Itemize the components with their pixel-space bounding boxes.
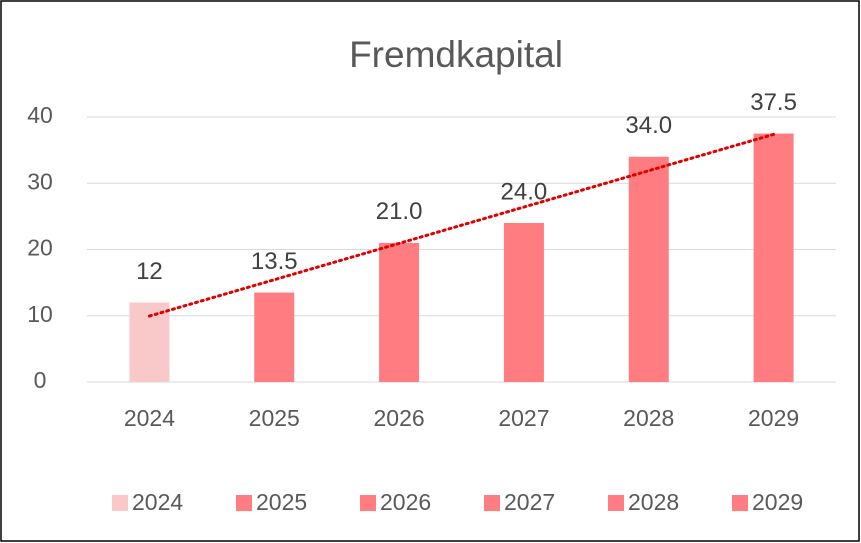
- bar: [254, 292, 295, 382]
- bar: [753, 133, 794, 382]
- value-label: 21.0: [376, 198, 423, 225]
- value-label: 13.5: [251, 248, 298, 275]
- legend-label: 2025: [256, 489, 307, 515]
- y-tick-label: 0: [34, 367, 47, 393]
- value-label: 12: [136, 258, 163, 285]
- legend-label: 2028: [628, 489, 679, 515]
- legend-swatch: [484, 495, 500, 511]
- chart-title: Fremdkapital: [349, 34, 563, 75]
- legend-label: 2029: [752, 489, 803, 515]
- y-tick-label: 40: [27, 102, 53, 128]
- x-tick-label: 2024: [124, 405, 175, 431]
- x-tick-label: 2028: [623, 405, 674, 431]
- legend-label: 2024: [132, 489, 183, 515]
- bar: [503, 223, 544, 382]
- bar: [129, 302, 170, 382]
- legend-swatch: [732, 495, 748, 511]
- legend-swatch: [608, 495, 624, 511]
- x-tick-label: 2029: [748, 405, 799, 431]
- value-label: 24.0: [501, 178, 548, 205]
- x-tick-label: 2025: [249, 405, 300, 431]
- x-tick-label: 2026: [373, 405, 424, 431]
- trendline: [147, 132, 776, 318]
- x-tick-label: 2027: [498, 405, 549, 431]
- legend-swatch: [112, 495, 128, 511]
- value-label: 37.5: [750, 89, 797, 116]
- legend-swatch: [360, 495, 376, 511]
- legend-label: 2026: [380, 489, 431, 515]
- y-tick-label: 20: [27, 235, 53, 261]
- legend-label: 2027: [504, 489, 555, 515]
- value-label: 34.0: [625, 112, 672, 139]
- bar: [628, 156, 669, 382]
- legend-swatch: [236, 495, 252, 511]
- y-tick-label: 30: [27, 168, 53, 194]
- bar: [379, 242, 420, 382]
- y-tick-label: 10: [27, 301, 53, 327]
